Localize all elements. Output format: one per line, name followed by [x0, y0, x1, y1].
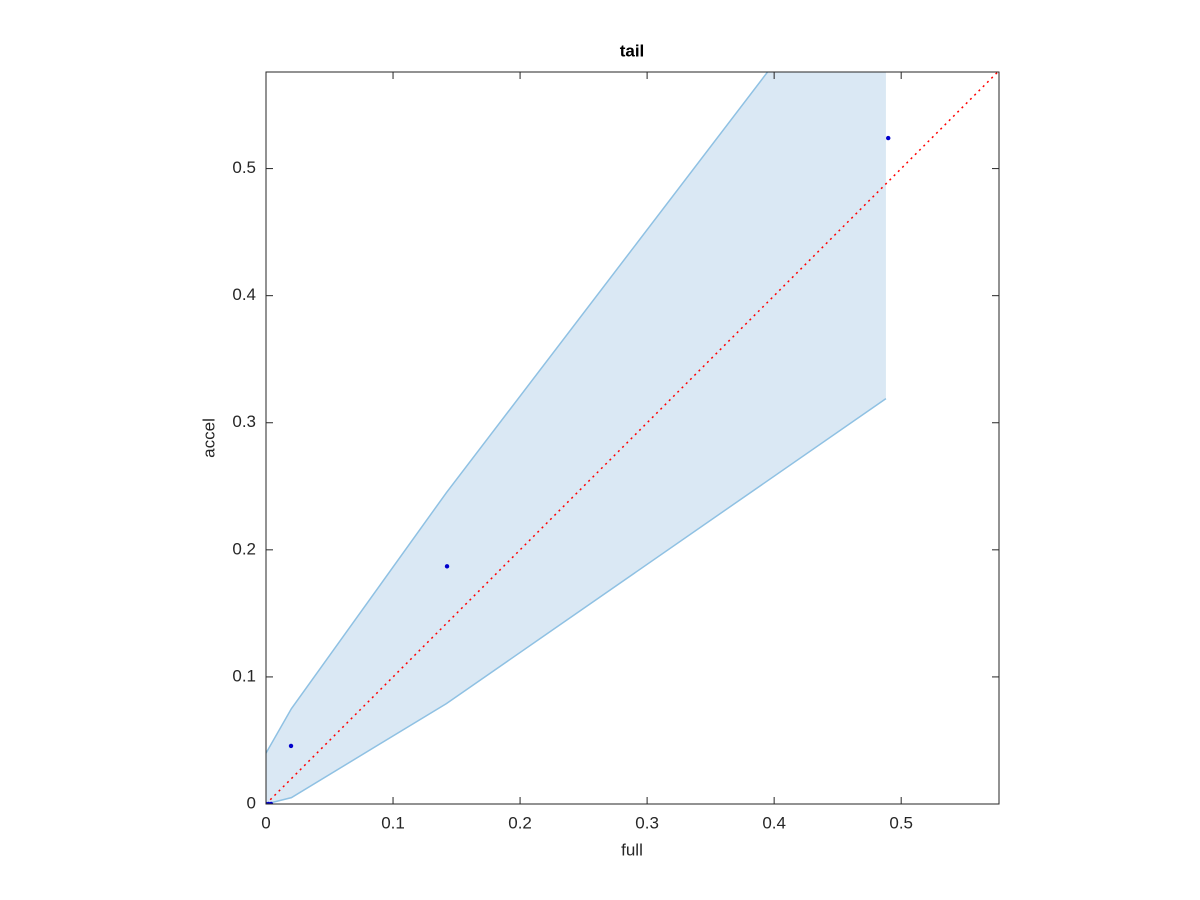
plot-area: [266, 72, 999, 804]
x-tick-label: 0.5: [889, 813, 913, 832]
x-tick-label: 0.1: [381, 813, 405, 832]
data-point: [444, 564, 450, 569]
y-axis-label: accel: [199, 418, 218, 458]
x-tick-label: 0.2: [508, 813, 532, 832]
x-tick-label: 0: [261, 813, 270, 832]
data-point: [288, 743, 294, 749]
data-point: [886, 135, 891, 141]
chart-title: tail: [620, 41, 645, 60]
y-tick-label: 0.3: [232, 412, 256, 431]
band-upper: [266, 72, 769, 754]
data-point: [268, 801, 274, 804]
identity-line: [266, 72, 999, 804]
axes-box: [265, 71, 1000, 805]
y-tick-label: 0.5: [232, 158, 256, 177]
confidence-band: [266, 72, 886, 804]
x-tick-label: 0.3: [635, 813, 659, 832]
y-tick-label: 0: [247, 793, 256, 812]
y-tick-label: 0.4: [232, 285, 256, 304]
x-tick-label: 0.4: [762, 813, 786, 832]
y-tick-label: 0.2: [232, 539, 256, 558]
x-axis-label: full: [621, 840, 643, 859]
axes: 0 0.1 0.2 0.3 0.4 0.5 0 0.1 0.2 0.3 0.4 0.5: [232, 71, 1000, 832]
y-tick-label: 0.1: [232, 666, 256, 685]
band-lower: [266, 397, 887, 804]
